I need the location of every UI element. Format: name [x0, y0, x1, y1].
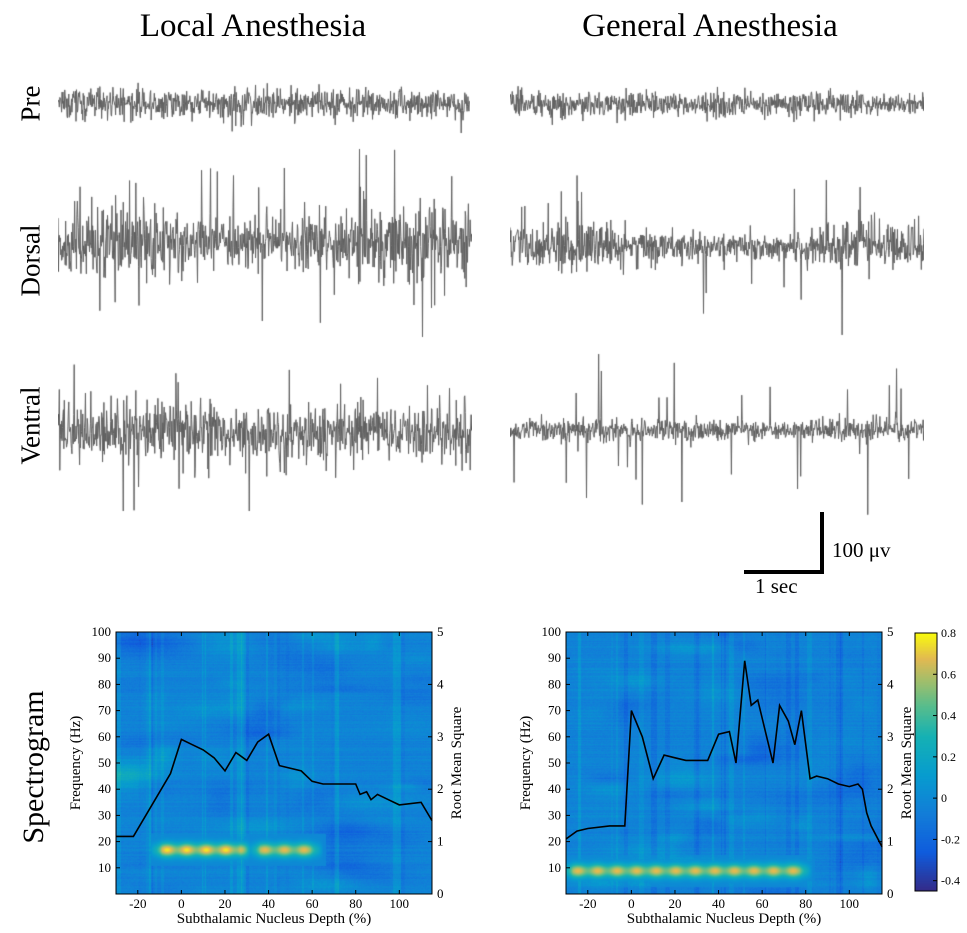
spec-local-xtick-label: 80 [349, 896, 362, 911]
spec-local-y2tick-label: 1 [437, 834, 444, 849]
spec-general-y2tick-label: 5 [887, 624, 894, 639]
spec-local-frame [115, 631, 433, 895]
colorbar-frame [914, 632, 938, 892]
spec-general-xtick-label: 20 [668, 896, 681, 911]
colorbar-tick-label: 0.6 [941, 667, 956, 681]
spec-general-ytick-label: 90 [548, 650, 561, 665]
colorbar-tick-label: -0.2 [941, 832, 960, 846]
spec-local-ytick-label: 60 [98, 729, 111, 744]
trace-pre-local [58, 74, 470, 134]
title-local: Local Anesthesia [139, 8, 367, 44]
spec-local-ytick-label: 10 [98, 860, 111, 875]
spec-local-y2tick-label: 5 [437, 624, 444, 639]
spec-general-ytick-label: 80 [548, 676, 561, 691]
spec-general-xtick-label: -20 [579, 896, 596, 911]
spec-local-y2label: Root Mean Square [449, 706, 465, 819]
spec-local-xtick-label: 60 [306, 896, 319, 911]
spec-local-ytick-label: 40 [98, 781, 111, 796]
spec-general-ytick-label: 40 [548, 781, 561, 796]
spec-local-rms-line [116, 732, 433, 838]
spec-general-xtick-label: 60 [756, 896, 769, 911]
colorbar-tick-label: 0.2 [941, 750, 956, 764]
spec-local-xtick-label: -20 [129, 896, 146, 911]
colorbar-tick-label: 0 [941, 791, 947, 805]
colorbar-tick-label: 0.4 [941, 709, 956, 723]
trace-ventral-local [58, 352, 472, 512]
spec-local-xtick-label: 20 [218, 896, 231, 911]
scale-bar-vertical [820, 512, 824, 574]
spec-general-xtick-label: 100 [840, 896, 860, 911]
scale-time-label: 1 sec [755, 574, 798, 598]
spec-general-ylabel: Frequency (Hz) [518, 716, 534, 811]
spec-local-y2tick-label: 4 [437, 676, 444, 691]
spec-local-xtick-label: 0 [178, 896, 185, 911]
spec-general-xtick-label: 80 [799, 896, 812, 911]
spec-local-y2tick-label: 0 [437, 886, 444, 901]
spec-local-xlabel: Subthalamic Nucleus Depth (%) [177, 911, 372, 927]
spec-local-ytick-label: 80 [98, 676, 111, 691]
trace-pre-general [510, 74, 924, 134]
spec-general-ytick-label: 20 [548, 834, 561, 849]
colorbar-tick-label: -0.4 [941, 874, 960, 888]
spec-local-y2tick-label: 2 [437, 781, 444, 796]
spec-local-ytick-label: 30 [98, 807, 111, 822]
spec-general-frame [565, 631, 883, 895]
trace-dorsal-general [510, 152, 924, 342]
spec-local-xtick-label: 100 [390, 896, 410, 911]
colorbar-tick-label: 0.8 [941, 626, 956, 640]
spectrogram-heatmap-general [566, 632, 882, 894]
spec-local-ytick-label: 90 [98, 650, 111, 665]
spec-general-y2tick-label: 4 [887, 676, 894, 691]
spec-general-xtick-label: 0 [628, 896, 635, 911]
spec-general-ytick-label: 70 [548, 703, 561, 718]
scale-amplitude-label: 100 μv [832, 538, 891, 562]
colorbar [915, 633, 937, 891]
spec-local-ytick-label: 100 [92, 624, 112, 639]
spec-general-xlabel: Subthalamic Nucleus Depth (%) [627, 911, 822, 927]
spec-general-ytick-label: 50 [548, 755, 561, 770]
trace-ventral-general [510, 340, 924, 520]
scale-bar [744, 512, 824, 576]
spec-local-xtick-label: 40 [262, 896, 275, 911]
trace-dorsal-local [58, 148, 472, 338]
title-general: General Anesthesia [582, 8, 838, 44]
spec-general-xtick-label: 40 [712, 896, 725, 911]
spec-general-ytick-label: 30 [548, 807, 561, 822]
spec-general-y2tick-label: 3 [887, 729, 894, 744]
spec-general-y2tick-label: 2 [887, 781, 894, 796]
spec-general-y2tick-label: 0 [887, 886, 894, 901]
scale-bar-horizontal [744, 570, 824, 574]
spec-local-ytick-label: 20 [98, 834, 111, 849]
spec-general-ytick-label: 60 [548, 729, 561, 744]
spectrogram-heatmap-local [116, 632, 432, 894]
spec-local-ylabel: Frequency (Hz) [68, 716, 84, 811]
spec-local-y2tick-label: 3 [437, 729, 444, 744]
spec-general-rms-line [565, 660, 883, 848]
spec-general-ytick-label: 100 [542, 624, 562, 639]
spec-general-y2label: Root Mean Square [899, 706, 915, 819]
spec-general-ytick-label: 10 [548, 860, 561, 875]
spec-general-y2tick-label: 1 [887, 834, 894, 849]
spec-local-ytick-label: 70 [98, 703, 111, 718]
spec-local-ytick-label: 50 [98, 755, 111, 770]
